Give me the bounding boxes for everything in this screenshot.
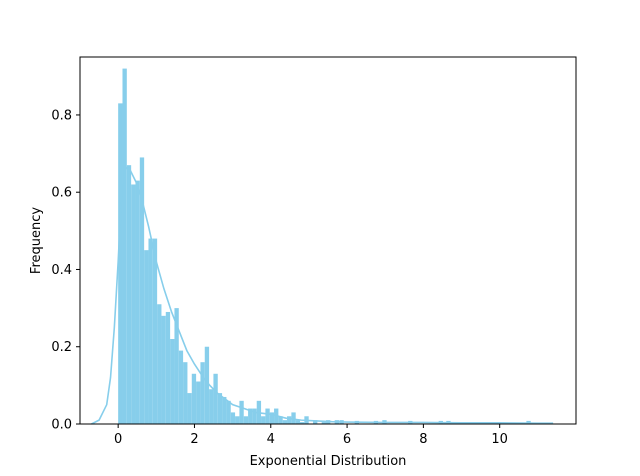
histogram-bar [122, 68, 127, 424]
axes-frame [79, 56, 577, 425]
histogram-bar [131, 184, 136, 424]
histogram-bar [174, 308, 179, 424]
histogram-bar [243, 416, 249, 424]
histogram-bar [300, 422, 305, 424]
histogram-bar [239, 400, 244, 424]
histogram-bar [126, 165, 132, 424]
histogram-bar [170, 339, 175, 424]
histogram-bar [144, 250, 149, 424]
histogram-bars [118, 68, 531, 424]
histogram-bar [230, 412, 236, 424]
y-tick-label: 0.8 [51, 108, 72, 123]
kde-curve [91, 165, 554, 425]
histogram-bar [148, 238, 153, 424]
y-axis-ticks: 0.0 0.2 0.4 0.6 0.8 [51, 108, 80, 433]
histogram-bar [183, 362, 188, 424]
histogram-bar [269, 412, 275, 424]
x-tick-label: 8 [419, 432, 427, 447]
y-tick-label: 0.2 [51, 340, 72, 355]
x-tick-label: 10 [491, 432, 508, 447]
histogram-bar [213, 373, 218, 424]
histogram-bar [217, 393, 223, 424]
histogram-bar [226, 400, 231, 424]
histogram-bar [313, 420, 318, 424]
x-tick-label: 0 [114, 432, 122, 447]
y-tick-label: 0.4 [51, 263, 72, 278]
histogram-bar [157, 304, 162, 424]
y-tick-label: 0.6 [51, 186, 72, 201]
histogram-bar [200, 362, 205, 424]
histogram-bar [282, 420, 288, 424]
histogram-bar [196, 381, 201, 424]
histogram-bar [135, 180, 140, 424]
y-axis-label: Frequency [29, 207, 44, 274]
histogram-bar [321, 422, 327, 424]
histogram-bar [152, 238, 158, 424]
histogram-bar [178, 350, 184, 424]
histogram-bar [161, 315, 166, 424]
histogram-bar [278, 416, 283, 424]
histogram-bar [118, 103, 123, 424]
plot-area [91, 68, 554, 425]
x-tick-label: 4 [267, 432, 275, 447]
histogram-bar [187, 393, 192, 424]
histogram-bar [261, 416, 266, 424]
histogram-bar [165, 311, 171, 424]
histogram-bar [209, 389, 214, 424]
histogram-bar [191, 373, 197, 424]
histogram-bar [291, 412, 296, 424]
histogram-bar [204, 346, 210, 424]
x-axis-ticks: 0 2 4 6 8 10 [114, 424, 508, 447]
histogram-bar [139, 157, 145, 424]
histogram-bar [295, 420, 301, 424]
x-tick-label: 6 [343, 432, 351, 447]
y-tick-label: 0.0 [51, 418, 72, 433]
x-axis-label: Exponential Distribution [250, 454, 407, 469]
histogram-bar [252, 408, 257, 424]
histogram-bar [222, 396, 227, 424]
histogram-bar [287, 416, 292, 424]
histogram-bar [265, 408, 270, 424]
histogram-bar [235, 416, 240, 424]
x-tick-label: 2 [190, 432, 198, 447]
histogram-bar [248, 408, 253, 424]
